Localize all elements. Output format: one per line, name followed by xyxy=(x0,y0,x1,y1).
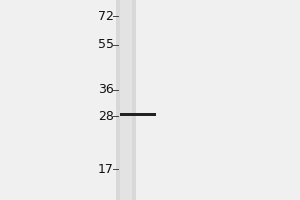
Text: 55: 55 xyxy=(98,38,114,51)
Text: 72: 72 xyxy=(98,10,114,23)
Bar xyxy=(120,0,132,200)
Bar xyxy=(116,0,136,200)
Text: 36: 36 xyxy=(98,83,114,96)
Text: 28: 28 xyxy=(98,110,114,123)
Text: 17: 17 xyxy=(98,163,114,176)
Bar xyxy=(120,113,156,116)
